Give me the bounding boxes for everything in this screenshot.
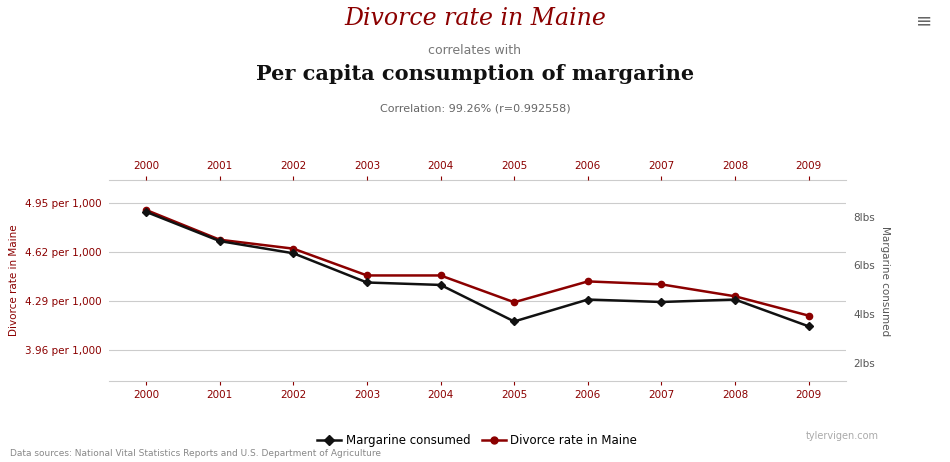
Y-axis label: Divorce rate in Maine: Divorce rate in Maine — [10, 225, 19, 336]
Y-axis label: Margarine consumed: Margarine consumed — [881, 225, 890, 336]
Text: Correlation: 99.26% (r=0.992558): Correlation: 99.26% (r=0.992558) — [380, 104, 570, 114]
Text: Per capita consumption of margarine: Per capita consumption of margarine — [256, 64, 694, 84]
Legend: Margarine consumed, Divorce rate in Maine: Margarine consumed, Divorce rate in Main… — [313, 429, 642, 452]
Text: Data sources: National Vital Statistics Reports and U.S. Department of Agricultu: Data sources: National Vital Statistics … — [10, 450, 381, 458]
Text: Divorce rate in Maine: Divorce rate in Maine — [344, 7, 606, 30]
Text: ≡: ≡ — [916, 12, 933, 30]
Text: tylervigen.com: tylervigen.com — [806, 431, 879, 441]
Text: correlates with: correlates with — [428, 44, 522, 57]
